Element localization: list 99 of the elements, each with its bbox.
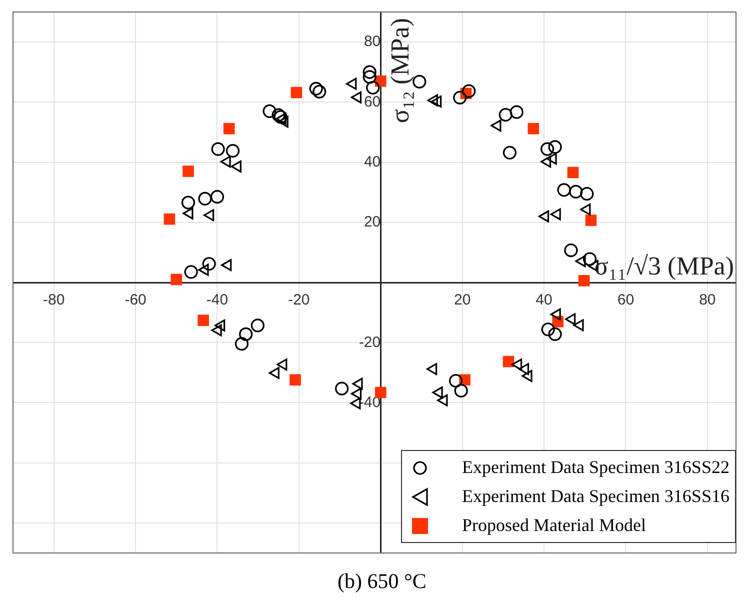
y-tick-label: 60	[364, 93, 381, 110]
point	[454, 384, 468, 398]
point	[220, 156, 231, 168]
point	[262, 104, 276, 118]
point	[573, 319, 584, 332]
point	[366, 80, 380, 95]
point	[290, 86, 302, 98]
point	[221, 259, 232, 272]
point	[540, 156, 552, 168]
point	[498, 108, 512, 122]
point	[557, 183, 571, 197]
point	[230, 160, 242, 172]
point	[352, 378, 363, 390]
point	[550, 208, 561, 220]
text: (b) 650 °C	[336, 569, 428, 594]
point	[198, 314, 210, 326]
point	[541, 322, 555, 336]
point	[268, 366, 280, 379]
x-tick-label: -40	[206, 292, 228, 309]
point	[564, 313, 576, 326]
point	[234, 337, 249, 351]
point	[502, 146, 517, 160]
point	[569, 184, 583, 199]
y-tick-label: 20	[364, 214, 381, 231]
point	[223, 122, 235, 134]
point	[528, 122, 540, 134]
point	[181, 196, 196, 210]
point	[548, 327, 562, 341]
point	[427, 94, 438, 106]
point	[276, 112, 286, 125]
point	[198, 192, 212, 206]
point	[226, 144, 240, 158]
point	[290, 374, 301, 386]
point	[538, 210, 550, 222]
point	[164, 213, 176, 225]
point	[578, 275, 590, 286]
point	[412, 74, 426, 89]
legend-label: Experiment Data Specimen 316SS22	[462, 456, 730, 479]
point	[511, 358, 522, 371]
point	[490, 120, 502, 132]
point	[182, 207, 194, 220]
point	[350, 91, 362, 104]
x-tick-label: -60	[124, 292, 146, 309]
point	[170, 274, 182, 286]
point	[278, 116, 288, 128]
point	[182, 166, 194, 177]
point	[585, 214, 597, 226]
point	[239, 327, 253, 341]
point	[567, 166, 579, 178]
point	[362, 65, 376, 79]
point	[580, 187, 594, 201]
point	[362, 70, 376, 84]
point	[580, 203, 591, 216]
point	[198, 264, 209, 276]
point	[210, 190, 224, 204]
point	[510, 105, 524, 119]
point	[437, 394, 448, 406]
point	[540, 142, 554, 156]
point	[350, 388, 362, 400]
point	[575, 255, 586, 268]
point	[211, 142, 225, 156]
legend-label: Proposed Material Model	[462, 514, 646, 537]
point	[211, 324, 222, 336]
point	[184, 265, 198, 279]
point	[448, 374, 463, 388]
x-tick-label: 80	[699, 292, 716, 309]
point	[564, 244, 578, 258]
point	[203, 209, 214, 222]
point	[374, 386, 386, 398]
legend-label: Experiment Data Specimen 316SS16	[462, 485, 730, 508]
point	[202, 257, 216, 271]
x-tick-label: -20	[288, 292, 310, 309]
y-tick-label: 80	[364, 33, 381, 50]
point	[431, 96, 442, 108]
point	[250, 318, 264, 332]
point	[276, 358, 288, 371]
y-tick-label: -20	[358, 334, 381, 351]
point	[350, 397, 361, 410]
y-axis-title: σ₁₂ (MPa)	[385, 18, 414, 124]
x-tick-label: 60	[617, 292, 634, 309]
point	[502, 356, 514, 368]
point	[546, 152, 557, 165]
point	[214, 319, 226, 332]
point	[346, 78, 357, 90]
point	[432, 386, 443, 398]
point	[426, 363, 438, 376]
point	[309, 82, 323, 96]
x-tick-label: 40	[536, 292, 552, 309]
x-tick-label: -80	[43, 292, 65, 309]
y-tick-label: 40	[364, 153, 381, 170]
point	[453, 90, 467, 104]
point	[335, 382, 349, 396]
point	[522, 370, 532, 382]
point	[548, 140, 562, 154]
point	[312, 84, 326, 98]
point	[518, 363, 530, 376]
point	[462, 84, 476, 98]
point	[550, 308, 561, 320]
x-tick-label: 20	[454, 292, 471, 309]
